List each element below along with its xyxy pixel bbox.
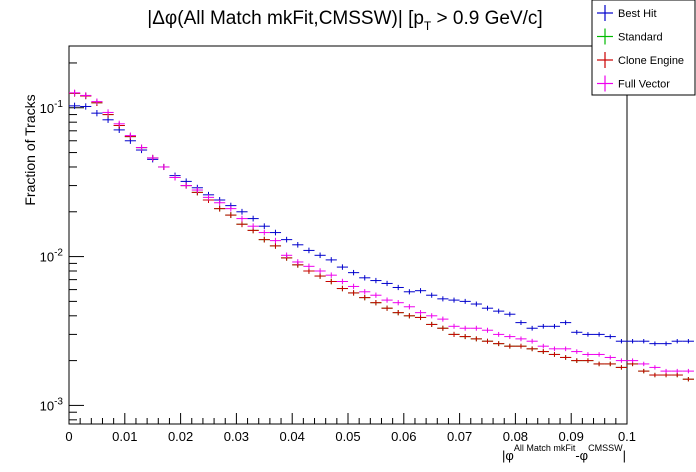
legend-entry: Standard [597, 28, 663, 45]
x-tick-label: 0.02 [168, 429, 193, 444]
y-tick-label: 10-1 [40, 99, 64, 116]
title-tail: > 0.9 GeV/c] [431, 8, 542, 29]
legend-box [591, 0, 696, 96]
chart-title: |Δφ(All Match mkFit,CMSSW)| [pT > 0.9 Ge… [147, 8, 542, 33]
series-full-vector [69, 89, 694, 374]
axis-ticks: 0 0.01 0.02 0.03 0.04 0.05 0.06 0.07 0.08 0.09 0.1… [40, 62, 636, 444]
legend-entry: Full Vector [597, 75, 670, 92]
title-main: (All Match mkFit,CMSSW)| [p [177, 8, 424, 29]
series-best-hit [69, 102, 694, 346]
y-tick-label: 10-2 [40, 248, 64, 265]
x-axis-label: |φAll Match mkFit-φCMSSW| [502, 443, 626, 463]
y-axis-label: Fraction of Tracks [22, 94, 38, 205]
x-tick-label: 0.01 [112, 429, 137, 444]
x-tick-label: 0.04 [280, 429, 305, 444]
x-tick-label: 0.08 [503, 429, 528, 444]
x-label-sup2: CMSSW [588, 443, 623, 453]
series-clone-engine [69, 90, 694, 382]
x-label-open: |φ [502, 448, 514, 463]
legend-entries: Best Hit Standard Clone Engine Full Vector [597, 5, 684, 92]
x-tick-label: 0.1 [618, 429, 636, 444]
data-points [69, 89, 694, 382]
legend-entry: Best Hit [597, 5, 657, 21]
legend-label: Full Vector [618, 79, 670, 91]
legend-label: Best Hit [618, 8, 657, 20]
title-delta-phi: Δφ [152, 8, 177, 29]
x-tick-label: 0.07 [447, 429, 472, 444]
x-tick-label: 0.05 [335, 429, 360, 444]
legend-label: Standard [618, 32, 663, 44]
title-subscript: T [424, 19, 432, 33]
plot-frame [68, 45, 628, 425]
series-standard [69, 90, 694, 382]
x-tick-label: 0.06 [391, 429, 416, 444]
x-label-sup1: All Match mkFit [514, 443, 576, 453]
x-tick-label: 0 [65, 429, 72, 444]
x-label-close: | [623, 448, 626, 463]
y-tick-label: 10-3 [40, 396, 64, 413]
legend-entry: Clone Engine [597, 52, 684, 68]
title-open: | [147, 8, 152, 29]
x-label-dash: -φ [575, 448, 588, 463]
legend-label: Clone Engine [618, 55, 684, 67]
legend: Best Hit Standard Clone Engine Full Vector [591, 0, 696, 96]
x-tick-label: 0.09 [559, 429, 584, 444]
x-tick-label: 0.03 [224, 429, 249, 444]
